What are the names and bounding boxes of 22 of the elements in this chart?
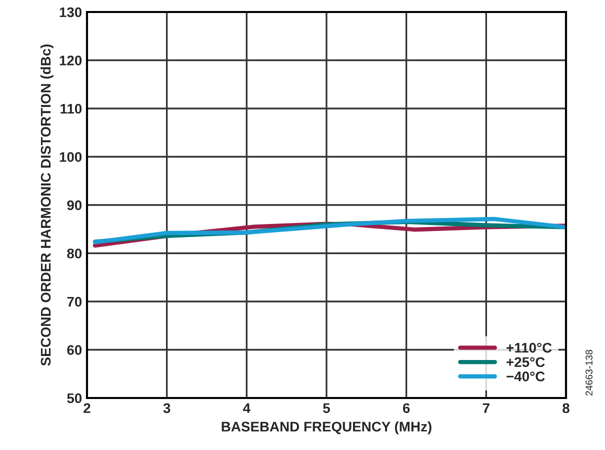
legend-label: +25°C bbox=[506, 357, 545, 368]
x-tick-label: 6 bbox=[402, 403, 410, 414]
x-tick-label: 4 bbox=[243, 403, 250, 413]
x-tick-label: 2 bbox=[84, 403, 90, 413]
y-tick-label: 130 bbox=[60, 7, 82, 18]
x-axis-title: BASEBAND FREQUENCY (MHz) bbox=[222, 421, 432, 434]
y-tick-label: 90 bbox=[67, 200, 82, 210]
legend-label: −40°C bbox=[506, 372, 545, 382]
y-tick-label: 70 bbox=[67, 296, 82, 307]
x-tick-label: 3 bbox=[163, 403, 170, 414]
y-tick-label: 60 bbox=[67, 345, 82, 355]
y-tick-label: 50 bbox=[67, 393, 82, 404]
y-tick-label: 100 bbox=[60, 152, 82, 162]
x-tick-label: 7 bbox=[482, 403, 490, 413]
legend-label: +110°C bbox=[506, 342, 552, 353]
text: 24663-138 bbox=[586, 350, 592, 396]
y-tick-label: 80 bbox=[67, 248, 82, 258]
y-tick-label: 120 bbox=[60, 56, 82, 66]
y-tick-label: 110 bbox=[60, 104, 82, 114]
x-tick-label: 8 bbox=[562, 403, 570, 414]
y-axis-title: SECOND ORDER HARMONIC DISTORTION (dBc) bbox=[40, 44, 54, 366]
x-tick-label: 5 bbox=[323, 403, 330, 414]
